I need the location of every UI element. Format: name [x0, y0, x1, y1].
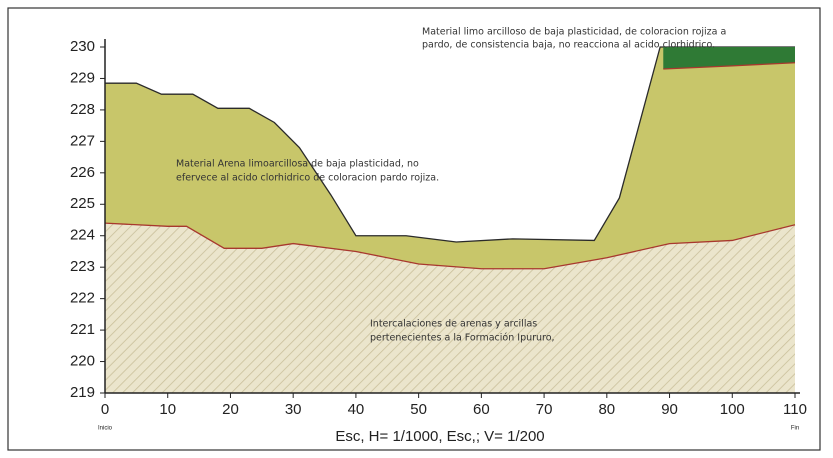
x-tick-label: 80	[598, 401, 615, 418]
y-tick-label: 224	[70, 227, 95, 244]
x-tick-label: 90	[661, 401, 678, 418]
annotation: pardo, de consistencia baja, no reaccion…	[422, 40, 715, 51]
y-tick-label: 219	[70, 384, 95, 401]
annotation: Material limo arcilloso de baja plastici…	[422, 27, 726, 38]
y-tick-label: 225	[70, 195, 95, 212]
y-tick-label: 220	[70, 353, 95, 370]
y-tick-label: 226	[70, 164, 95, 181]
start-label: Inicio	[98, 426, 113, 432]
x-tick-label: 60	[473, 401, 490, 418]
annotation: Intercalaciones de arenas y arcillas	[370, 319, 537, 330]
x-tick-label: 30	[285, 401, 302, 418]
annotation: Material Arena limoarcillosa de baja pla…	[176, 159, 419, 170]
x-tick-label: 0	[101, 401, 109, 418]
x-tick-label: 10	[159, 401, 176, 418]
x-tick-label: 50	[410, 401, 427, 418]
y-tick-label: 221	[70, 321, 95, 338]
y-tick-label: 222	[70, 290, 95, 307]
y-tick-label: 230	[70, 38, 95, 55]
y-tick-label: 227	[70, 132, 95, 149]
x-tick-label: 20	[222, 401, 239, 418]
x-axis-label: Esc, H= 1/1000, Esc,; V= 1/200	[335, 428, 544, 445]
page: {"chart_data": {"type": "profile", "x_la…	[0, 0, 833, 458]
x-tick-label: 70	[536, 401, 553, 418]
y-tick-label: 223	[70, 258, 95, 275]
annotation: efervece al acido clorhidrico de colorac…	[176, 173, 439, 184]
chart: Material limo arcilloso de baja plastici…	[0, 0, 833, 458]
annotation: pertenecientes a la Formación Ipururo,	[370, 333, 555, 344]
x-tick-label: 40	[348, 401, 365, 418]
end-label: Fin	[791, 426, 799, 432]
y-tick-label: 229	[70, 69, 95, 86]
x-tick-label: 110	[783, 401, 807, 418]
x-tick-label: 100	[720, 401, 745, 418]
y-tick-label: 228	[70, 101, 95, 118]
